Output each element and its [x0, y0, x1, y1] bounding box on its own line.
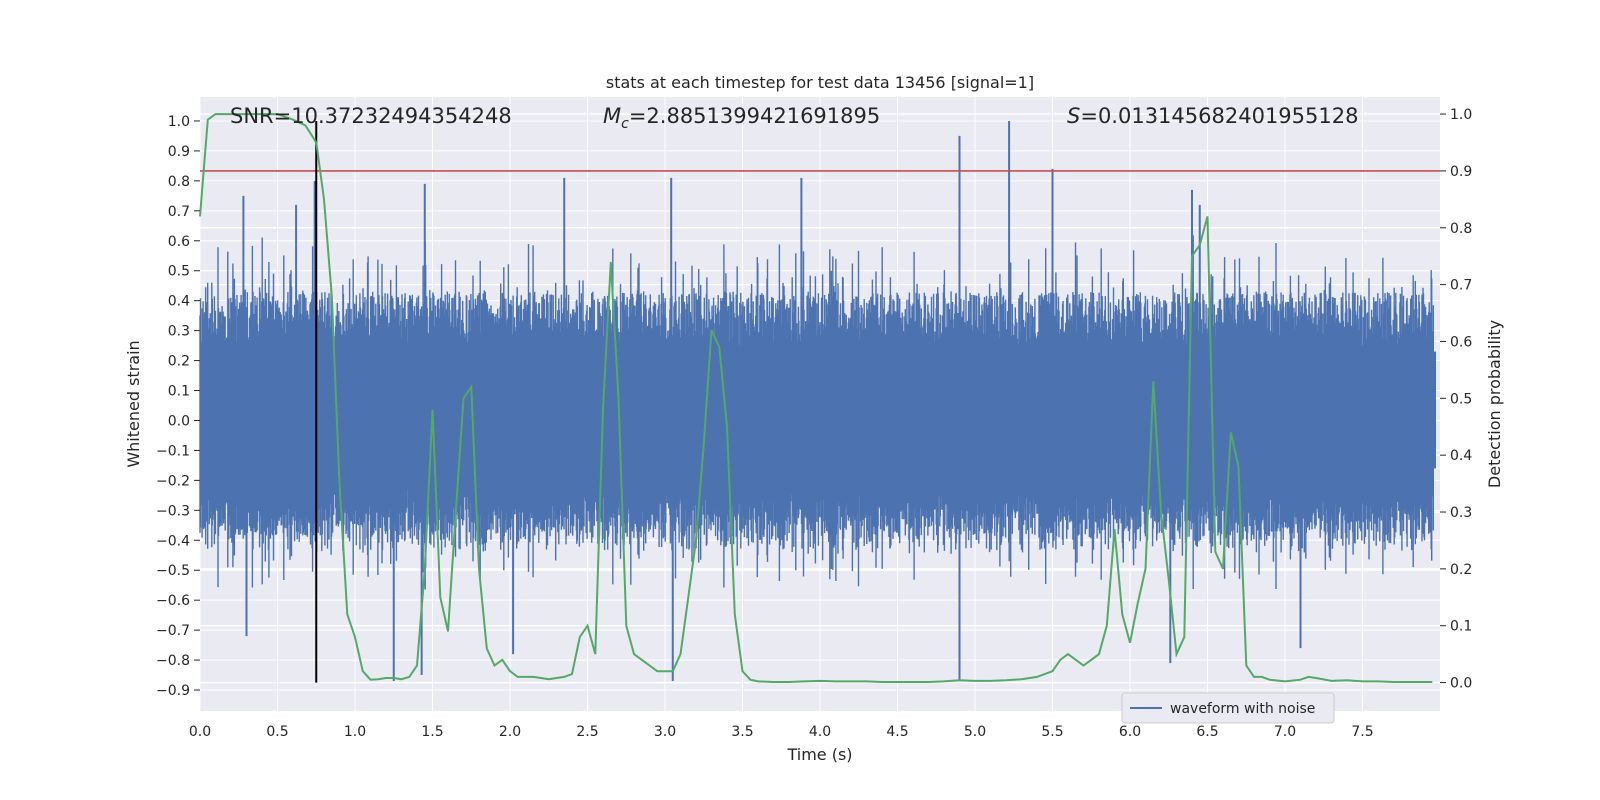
x-tick-label: 4.0: [809, 724, 831, 740]
x-tick-label: 7.5: [1351, 724, 1373, 740]
y-ticks-left: 1.0 0.9 0.8 0.7 0.6 0.5 0.4 0.3 0.2 0.1 0.0 −0.1 −0.…: [156, 114, 200, 699]
s-symbol: S: [1067, 104, 1080, 128]
y-tick-label-left: −0.1: [156, 443, 190, 459]
x-tick-label: 7.0: [1274, 724, 1296, 740]
chirp-mass-annotation: Mc=2.8851399421691895: [603, 104, 880, 132]
y-tick-label-left: −0.4: [156, 533, 190, 549]
y-tick-label-left: 0.1: [168, 384, 190, 400]
x-tick-label: 3.0: [654, 724, 676, 740]
y-tick-label-left: −0.5: [156, 563, 190, 579]
y-tick-label-right: 0.0: [1450, 676, 1472, 692]
x-tick-label: 3.5: [731, 724, 753, 740]
y-tick-label-right: 0.7: [1450, 278, 1472, 294]
chirp-mass-symbol: M: [603, 104, 621, 128]
y-tick-label-left: −0.2: [156, 473, 190, 489]
y-tick-label-right: 0.5: [1450, 391, 1472, 407]
x-ticks: 0.0 0.5 1.0 1.5 2.0 2.5 3.0 3.5 4.0 4.5 5.0 5.5 6.0 6…: [189, 724, 1374, 740]
y-tick-label-left: 0.9: [168, 144, 190, 160]
y-axis-label-left: Whitened strain: [124, 340, 143, 467]
y-tick-label-right: 0.9: [1450, 164, 1472, 180]
y-tick-label-right: 0.1: [1450, 619, 1472, 635]
x-tick-label: 6.5: [1196, 724, 1218, 740]
y-tick-label-left: 0.0: [168, 413, 190, 429]
y-tick-label-left: 0.6: [168, 234, 190, 250]
x-tick-label: 5.5: [1041, 724, 1063, 740]
x-tick-label: 2.0: [499, 724, 521, 740]
y-tick-label-left: −0.9: [156, 683, 190, 699]
x-tick-label: 4.5: [886, 724, 908, 740]
y-tick-label-right: 0.6: [1450, 334, 1472, 350]
y-tick-label-left: 0.3: [168, 324, 190, 340]
y-tick-label-right: 0.4: [1450, 448, 1472, 464]
x-tick-label: 0.5: [266, 724, 288, 740]
y-tick-label-right: 0.8: [1450, 221, 1472, 237]
y-tick-label-left: 0.4: [168, 294, 190, 310]
y-tick-label-right: 0.2: [1450, 562, 1472, 578]
legend-box: [1121, 692, 1335, 724]
y-axis-label-right: Detection probability: [1485, 320, 1504, 488]
chart-title: stats at each timestep for test data 134…: [606, 73, 1034, 92]
y-tick-label-left: −0.7: [156, 623, 190, 639]
waveform-core: [200, 351, 1436, 469]
y-tick-label-right: 1.0: [1450, 107, 1472, 123]
y-tick-label-left: −0.6: [156, 593, 190, 609]
y-tick-label-left: 0.5: [168, 264, 190, 280]
y-ticks-right: 1.0 0.9 0.8 0.7 0.6 0.5 0.4 0.3 0.2 0.1 0.0: [1440, 107, 1472, 692]
y-tick-label-right: 0.3: [1450, 505, 1472, 521]
legend-label: waveform with noise: [1170, 701, 1315, 717]
y-tick-label-left: −0.8: [156, 653, 190, 669]
x-tick-label: 0.0: [189, 724, 211, 740]
snr-annotation: SNR=10.37232494354248: [230, 104, 512, 128]
waveform-series: [199, 120, 1436, 682]
y-tick-label-left: 1.0: [168, 114, 190, 130]
s-value: =0.013145682401955128: [1080, 104, 1358, 128]
x-tick-label: 5.0: [964, 724, 986, 740]
x-tick-label: 1.0: [344, 724, 366, 740]
chirp-mass-subscript: c: [621, 116, 629, 132]
s-annotation: S=0.013145682401955128: [1067, 104, 1358, 128]
x-tick-label: 6.0: [1119, 724, 1141, 740]
x-tick-label: 1.5: [421, 724, 443, 740]
probability-series: [199, 113, 1433, 683]
y-tick-label-left: 0.2: [168, 354, 190, 370]
legend: waveform with noise: [1121, 692, 1335, 724]
x-tick-label: 2.5: [576, 724, 598, 740]
y-tick-label-left: 0.8: [168, 174, 190, 190]
y-tick-label-left: 0.7: [168, 204, 190, 220]
chirp-mass-value: =2.8851399421691895: [629, 104, 880, 128]
x-axis-label: Time (s): [786, 745, 852, 764]
y-tick-label-left: −0.3: [156, 503, 190, 519]
